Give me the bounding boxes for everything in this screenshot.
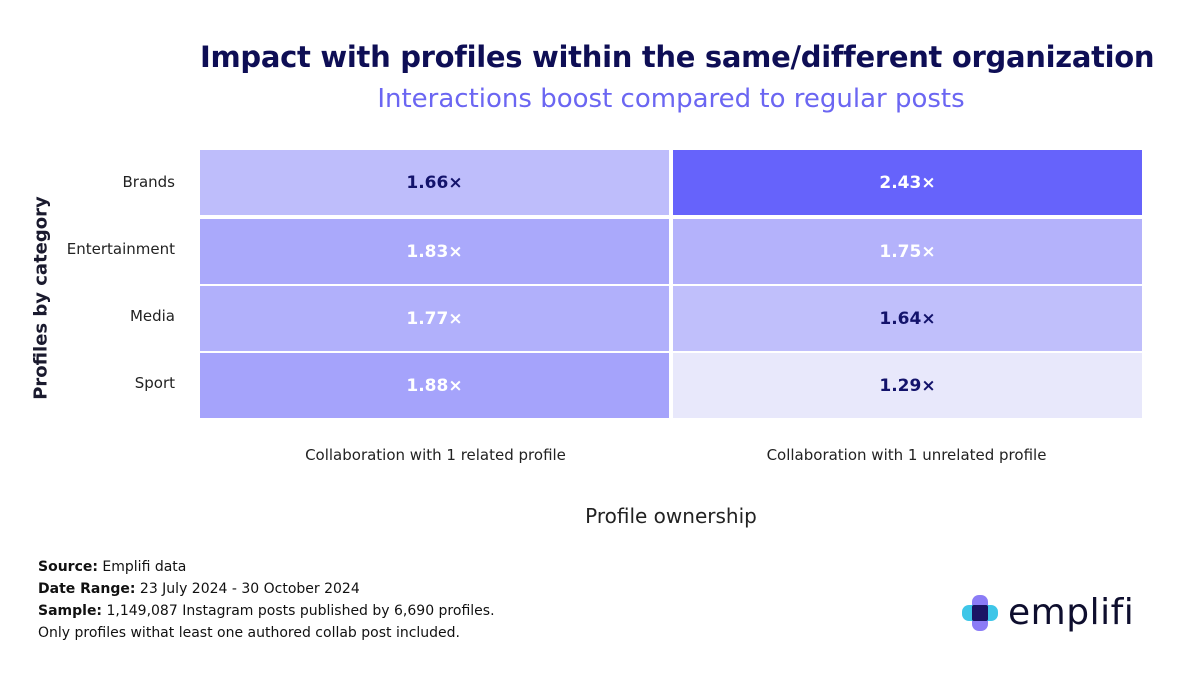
heatmap-cell: 1.75× — [673, 219, 1142, 284]
heatmap-cell: 1.77× — [200, 286, 669, 351]
sample-label: Sample: — [38, 603, 103, 619]
chart-subtitle: Interactions boost compared to regular p… — [377, 84, 965, 114]
chart-title: Impact with profiles within the same/dif… — [200, 40, 1155, 74]
source-value: Emplifi data — [102, 559, 187, 575]
column-label: Collaboration with 1 related profile — [305, 446, 566, 464]
heatmap-cell: 1.66× — [200, 150, 669, 215]
sample-line: Sample: 1,149,087 Instagram posts publis… — [38, 600, 495, 622]
row-label-sport: Sport — [134, 373, 175, 392]
footer-note: Only profiles withat least one authored … — [38, 625, 461, 641]
emplifi-logo: emplifi — [960, 592, 1134, 633]
source-label: Source: — [38, 559, 98, 575]
heatmap-cell: 1.88× — [200, 353, 669, 418]
date-range-value: 23 July 2024 - 30 October 2024 — [139, 581, 360, 597]
date-range-line: Date Range: 23 July 2024 - 30 October 20… — [38, 578, 495, 600]
heatmap-cell: 1.83× — [200, 219, 669, 284]
source-line: Source: Emplifi data — [38, 556, 495, 578]
heatmap-cell: 1.64× — [673, 286, 1142, 351]
heatmap-cell: 1.29× — [673, 353, 1142, 418]
y-axis-label: Profiles by category — [30, 196, 52, 400]
row-label-entertainment: Entertainment — [66, 239, 175, 258]
logo-text: emplifi — [1008, 592, 1135, 633]
row-label-brands: Brands — [122, 172, 176, 191]
x-axis-label: Profile ownership — [585, 504, 757, 528]
chart-footer: Source: Emplifi data Date Range: 23 July… — [38, 556, 495, 644]
column-label: Collaboration with 1 unrelated profile — [766, 446, 1047, 464]
sample-value: 1,149,087 Instagram posts published by 6… — [106, 603, 495, 619]
heatmap-cell: 2.43× — [673, 150, 1142, 215]
row-label-media: Media — [129, 306, 175, 325]
date-range-label: Date Range: — [38, 581, 136, 597]
emplifi-logo-icon — [962, 594, 998, 631]
